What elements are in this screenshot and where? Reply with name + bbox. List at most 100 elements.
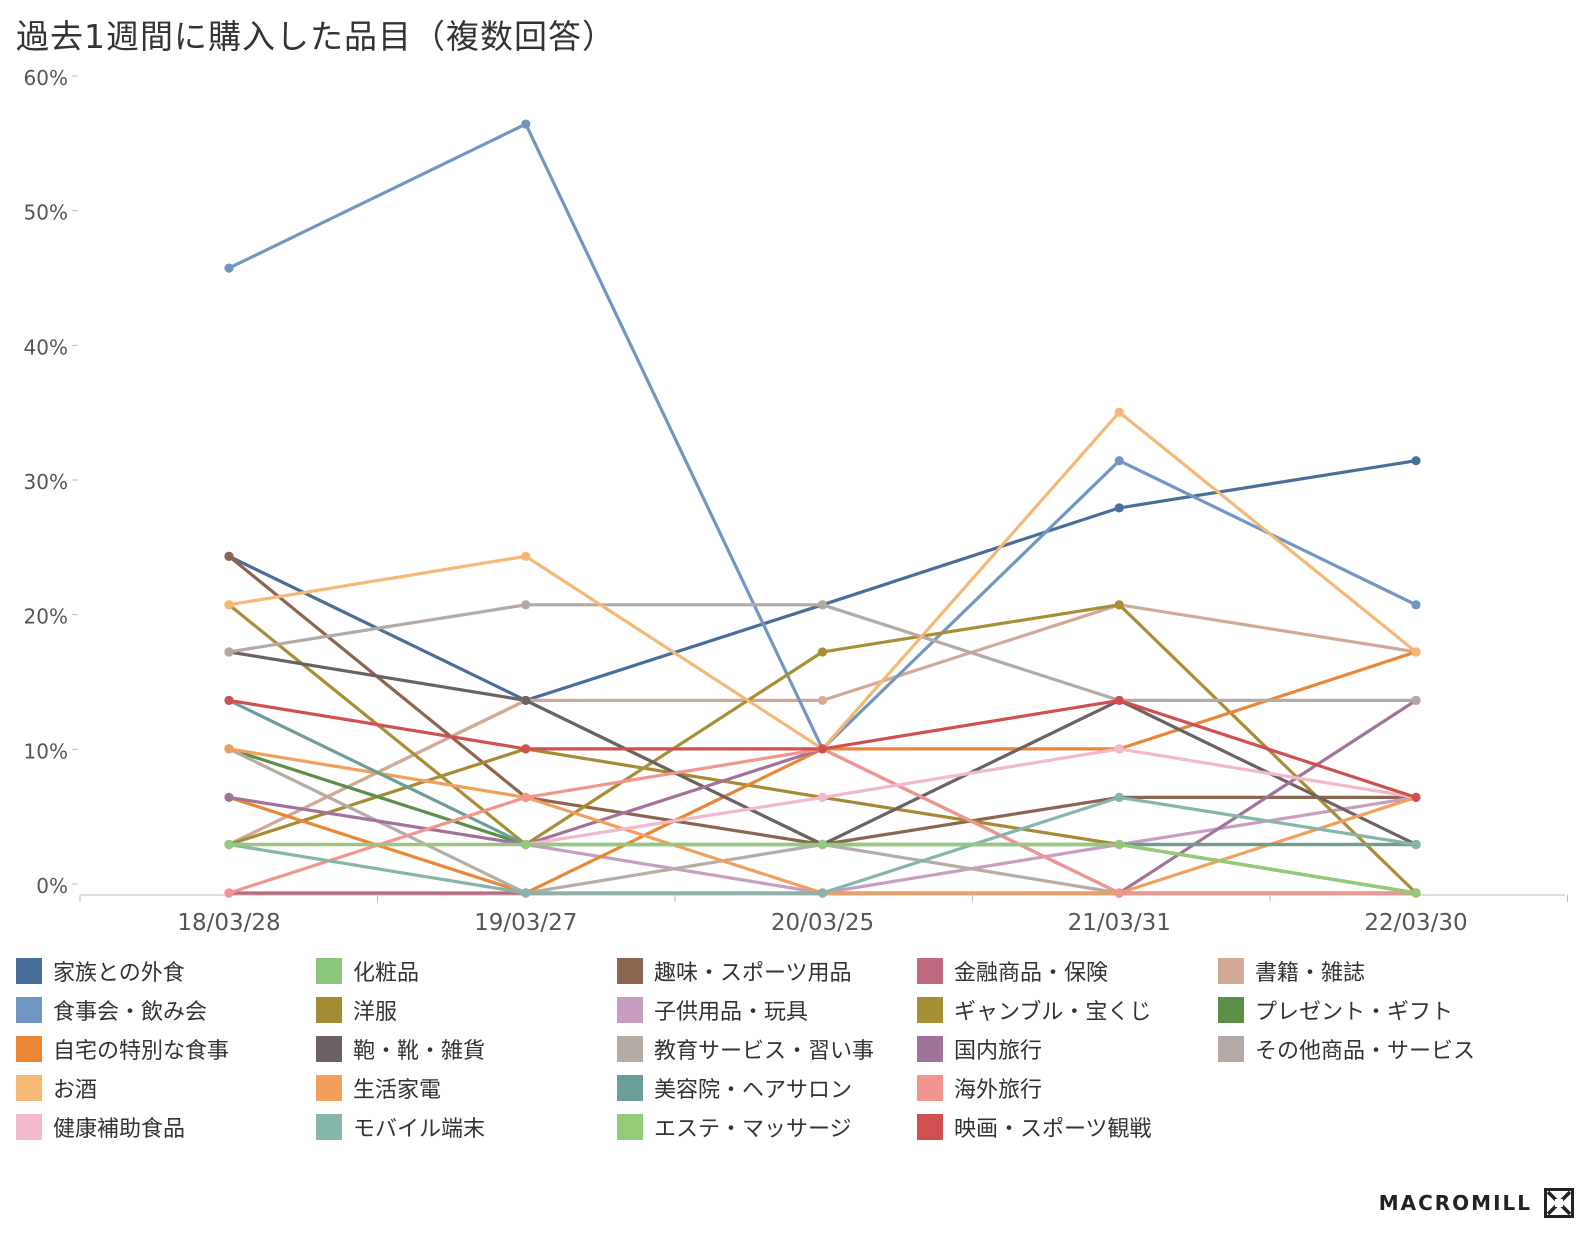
legend-label: 生活家電 — [353, 1078, 442, 1103]
legend-swatch — [617, 1036, 643, 1062]
legend-label: 家族との外食 — [53, 961, 185, 986]
legend-item: 家族との外食 — [16, 955, 185, 987]
x-tick-label: 22/03/30 — [1364, 910, 1467, 936]
legend-label: 美容院・ヘアサロン — [654, 1078, 853, 1103]
legend-label: 映画・スポーツ観戦 — [954, 1117, 1152, 1142]
legend-item: 金融商品・保険 — [917, 955, 1108, 987]
legend-label: 子供用品・玩具 — [654, 1000, 809, 1025]
legend-item: 教育サービス・習い事 — [617, 1033, 874, 1065]
data-point — [521, 744, 531, 754]
data-point — [1114, 503, 1124, 513]
legend-swatch — [917, 1075, 943, 1101]
data-point — [817, 600, 828, 610]
data-point — [224, 695, 234, 706]
data-point — [817, 695, 828, 706]
data-point — [1411, 456, 1421, 466]
legend-label: 健康補助食品 — [53, 1117, 186, 1142]
series-line — [227, 459, 1418, 703]
legend-swatch — [917, 1036, 943, 1062]
legend-swatch — [617, 1114, 643, 1140]
data-point — [1114, 839, 1124, 850]
series-line — [227, 842, 1418, 895]
legend-swatch — [16, 1036, 42, 1062]
data-point — [1114, 695, 1124, 706]
legend-item: 自宅の特別な食事 — [16, 1033, 229, 1065]
legend-label: エステ・マッサージ — [654, 1117, 852, 1142]
data-point — [1114, 792, 1124, 802]
legend-swatch — [1218, 1036, 1244, 1062]
legend-swatch — [316, 1075, 342, 1101]
x-tick-label: 18/03/28 — [177, 910, 280, 936]
legend-item: 海外旅行 — [917, 1072, 1042, 1104]
y-tick-label: 60% — [24, 66, 68, 90]
legend-swatch — [917, 1114, 943, 1140]
legend-label: 趣味・スポーツ用品 — [654, 961, 852, 986]
data-point — [521, 600, 531, 610]
legend-item: プレゼント・ギフト — [1218, 994, 1453, 1026]
series-line — [227, 747, 1418, 895]
data-point — [224, 600, 234, 610]
data-point — [224, 839, 234, 850]
data-point — [1114, 407, 1124, 417]
legend-swatch — [917, 997, 943, 1023]
data-point — [1411, 792, 1421, 802]
legend-label: 自宅の特別な食事 — [53, 1039, 230, 1064]
data-point — [224, 647, 234, 657]
macromill-logo: MACROMILL — [1379, 1188, 1574, 1218]
series-line — [227, 747, 1418, 895]
legend-item: 書籍・雑誌 — [1218, 955, 1365, 987]
legend-label: 鞄・靴・雑貨 — [353, 1039, 486, 1064]
x-tick-label: 19/03/27 — [474, 910, 577, 936]
legend-item: お酒 — [16, 1072, 97, 1104]
legend-label: 海外旅行 — [954, 1078, 1043, 1103]
legend-swatch — [16, 958, 42, 984]
data-point — [1114, 888, 1124, 898]
legend-swatch — [16, 1114, 42, 1140]
legend-item: 子供用品・玩具 — [617, 994, 808, 1026]
legend-swatch — [917, 958, 943, 984]
legend-swatch — [16, 997, 42, 1023]
legend-item: 美容院・ヘアサロン — [617, 1072, 852, 1104]
data-point — [817, 792, 828, 802]
data-point — [224, 792, 234, 802]
series-points — [224, 119, 1421, 898]
legend-label: 化粧品 — [353, 961, 420, 986]
data-point — [1411, 695, 1421, 706]
data-point — [521, 119, 531, 129]
legend-swatch — [1218, 997, 1244, 1023]
data-point — [521, 695, 531, 706]
data-point — [1411, 888, 1421, 898]
legend-swatch — [316, 1036, 342, 1062]
y-tick-label: 20% — [24, 605, 68, 629]
legend-label: 国内旅行 — [954, 1039, 1043, 1064]
legend-item: 健康補助食品 — [16, 1111, 185, 1143]
legend-item: 洋服 — [316, 994, 397, 1026]
legend-item: 趣味・スポーツ用品 — [617, 955, 852, 987]
legend-label: その他商品・サービス — [1255, 1039, 1476, 1064]
data-point — [224, 888, 234, 898]
data-point — [224, 263, 234, 273]
data-point — [1411, 647, 1421, 657]
legend-swatch — [1218, 958, 1244, 984]
data-point — [817, 744, 828, 754]
legend-swatch — [617, 997, 643, 1023]
y-tick-label: 40% — [24, 335, 68, 359]
series-line — [227, 603, 1418, 847]
y-tick-label: 10% — [24, 739, 68, 763]
line-chart: 0% 10% 20% 30% 40% 50% 60% 18/03/28 19/03/27 20/0… — [24, 66, 1568, 936]
macromill-logo-icon — [1544, 1188, 1574, 1218]
legend-item: 映画・スポーツ観戦 — [917, 1111, 1152, 1143]
x-tick-label: 20/03/25 — [771, 910, 874, 936]
legend-item: 国内旅行 — [917, 1033, 1042, 1065]
data-point — [1114, 744, 1124, 754]
legend-swatch — [316, 1114, 342, 1140]
data-point — [224, 744, 234, 754]
data-point — [521, 551, 531, 561]
x-tick-label: 21/03/31 — [1068, 910, 1171, 936]
data-point — [817, 888, 828, 898]
legend-item: ギャンブル・宝くじ — [917, 994, 1151, 1026]
y-tick-label: 30% — [24, 470, 68, 494]
data-point — [224, 551, 234, 561]
data-point — [521, 792, 531, 802]
data-point — [1411, 839, 1421, 850]
